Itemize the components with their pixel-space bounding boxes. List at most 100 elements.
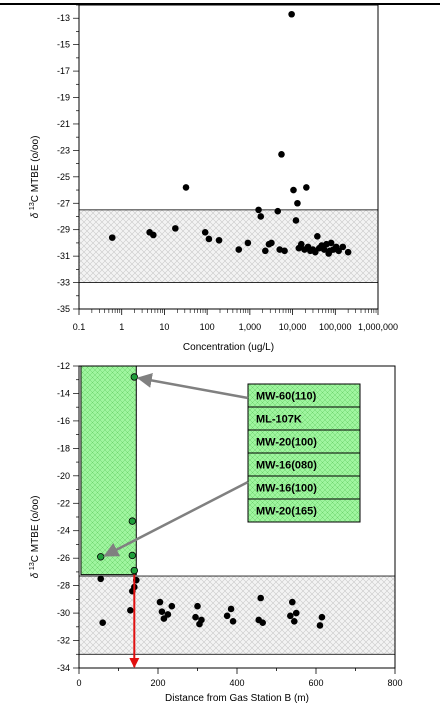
data-point: [281, 247, 288, 255]
data-point: [201, 229, 209, 236]
x-tick-label: 100,000: [319, 322, 352, 332]
data-point: [314, 233, 321, 240]
y-axis-label-text: C MTBE (o/oo): [30, 496, 41, 563]
data-point: [268, 239, 275, 247]
x-ticks: 0.1 1 10 100 1,000 10,000 100,000 1,000,000: [73, 309, 398, 332]
data-point: [320, 246, 328, 253]
data-point: [127, 607, 134, 614]
y-tick-label: -20: [57, 471, 70, 481]
highlighted-point: [130, 566, 138, 575]
data-point: [294, 199, 301, 207]
data-point: [160, 615, 168, 622]
data-point: [215, 236, 223, 244]
y-tick-label: -31: [57, 251, 70, 261]
y-tick-label: -26: [57, 553, 70, 563]
data-point: [290, 618, 298, 625]
x-tick-label: 400: [229, 678, 244, 688]
data-point: [262, 247, 269, 255]
x-axis-label: Distance from Gas Station B (m): [165, 693, 309, 704]
superscript-13: 13: [29, 202, 36, 210]
data-point: [257, 594, 265, 602]
x-tick-label: 0: [76, 678, 81, 688]
data-point: [316, 622, 324, 629]
y-axis-label-text: C MTBE (o/oo): [30, 136, 41, 203]
data-point: [97, 575, 105, 583]
x-tick-label: 600: [308, 678, 323, 688]
y-tick-label: -19: [57, 93, 70, 103]
legend: MW-60(110) ML-107K MW-20(100) MW-16(080) MW-…: [247, 383, 361, 523]
data-point: [235, 246, 243, 253]
highlighted-point: [97, 553, 105, 561]
callout-arrow: [103, 480, 249, 557]
data-point: [303, 184, 310, 191]
legend-entry-label: MW-20(165): [256, 506, 317, 518]
y-tick-label: -14: [57, 388, 70, 398]
data-point: [255, 206, 262, 214]
data-point: [288, 10, 295, 18]
y-tick-label: -17: [57, 66, 70, 76]
x-tick-label: 800: [387, 678, 402, 688]
data-point: [227, 605, 235, 613]
superscript-13: 13: [29, 562, 36, 570]
y-tick-label: -21: [57, 119, 70, 129]
data-point: [156, 598, 164, 606]
data-point: [150, 231, 157, 239]
y-tick-label: -13: [57, 13, 70, 23]
data-point: [257, 213, 265, 220]
data-point: [223, 612, 231, 620]
data-point: [158, 608, 166, 616]
y-tick-label: -33: [57, 278, 70, 288]
x-tick-label: 10: [159, 322, 169, 332]
data-point: [278, 151, 285, 158]
y-tick-label: -15: [57, 40, 70, 50]
data-point: [292, 609, 300, 617]
y-tick-label: -35: [57, 304, 70, 314]
data-point: [344, 248, 352, 256]
y-axis-label: δ 13C MTBE (o/oo): [29, 496, 41, 579]
data-point: [289, 598, 296, 606]
data-point: [168, 602, 176, 610]
data-point: [326, 247, 334, 255]
x-axis-label: Concentration (ug/L): [183, 342, 274, 353]
highlighted-point: [128, 517, 137, 525]
x-ticks: 0 200 400 600 800: [76, 668, 403, 688]
highlighted-point: [128, 551, 137, 560]
data-point: [205, 235, 213, 243]
legend-entry-label: MW-16(080): [256, 460, 317, 472]
y-tick-label: -18: [57, 443, 70, 453]
data-point: [164, 611, 172, 618]
highlight-region: [80, 365, 137, 576]
data-point: [172, 225, 179, 232]
y-tick-label: -25: [57, 172, 70, 182]
data-point: [259, 619, 266, 626]
data-point: [194, 602, 201, 610]
data-point: [229, 618, 237, 625]
x-tick-label: 1: [119, 322, 124, 332]
legend-entry-label: ML-107K: [256, 414, 302, 426]
data-point: [274, 207, 282, 215]
data-points: [108, 10, 352, 257]
data-point: [198, 616, 205, 624]
data-point: [335, 247, 342, 255]
data-point: [339, 243, 347, 251]
data-point: [318, 613, 326, 621]
data-point: [297, 240, 305, 248]
x-tick-label: 100: [200, 322, 215, 332]
y-tick-label: -24: [57, 526, 70, 536]
x-tick-label: 10,000: [279, 322, 307, 332]
data-point: [290, 186, 297, 194]
y-tick-label: -29: [57, 225, 70, 235]
data-point: [292, 217, 300, 224]
delta-symbol: δ: [30, 572, 41, 578]
data-point: [108, 234, 116, 241]
data-point: [327, 239, 335, 247]
delta-symbol: δ: [30, 212, 41, 218]
y-tick-label: -16: [57, 416, 70, 426]
y-tick-label: -22: [57, 498, 70, 508]
y-tick-label: -28: [57, 581, 70, 591]
y-ticks: -34 -32 -30 -28 -26 -24 -22 -20 -18 -16 -14 -12: [57, 361, 79, 673]
data-point: [99, 619, 106, 626]
legend-entry-label: MW-16(100): [256, 483, 317, 495]
legend-entry-box: [247, 498, 361, 523]
